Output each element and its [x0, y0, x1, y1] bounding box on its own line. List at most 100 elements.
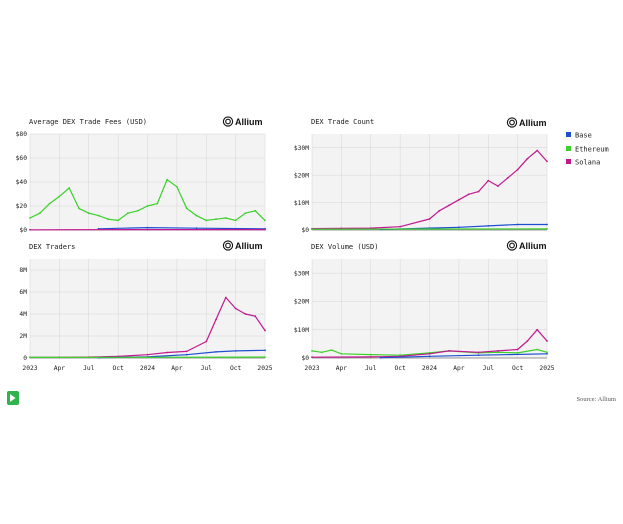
data-point-volume-solana-9	[536, 328, 539, 331]
grid-volume	[311, 259, 548, 359]
data-point-count-solana-14	[526, 157, 529, 160]
data-point-traders-solana-4	[146, 353, 149, 356]
series-line-volume-base	[380, 353, 548, 359]
legend-label-solana: Solana	[575, 159, 600, 167]
data-point-fees-ethereum-20	[224, 217, 227, 219]
x-tick-label-volume-5: Apr	[453, 365, 465, 372]
legend-swatch-solana	[566, 159, 571, 164]
data-point-fees-ethereum-2	[48, 202, 51, 205]
data-point-count-solana-12	[506, 177, 509, 179]
y-tick-label-fees-2: $40	[16, 179, 28, 186]
data-point-volume-ethereum-11	[536, 348, 539, 351]
y-tick-label-fees-0: $0	[19, 227, 27, 234]
data-point-count-ethereum-0	[311, 228, 313, 231]
grid-traders	[29, 259, 266, 359]
chart-title-traders: DEX Traders	[29, 243, 75, 251]
data-point-fees-ethereum-22	[244, 212, 247, 215]
data-point-volume-solana-3	[428, 352, 431, 355]
data-point-fees-ethereum-6	[87, 212, 90, 215]
legend-swatch-base	[566, 132, 571, 137]
data-point-count-solana-13	[516, 168, 519, 171]
data-point-fees-ethereum-19	[215, 218, 217, 221]
data-point-count-solana-5	[438, 209, 441, 212]
brand-logo-count: Allium	[506, 117, 547, 128]
x-tick-label-traders-1: Apr	[54, 365, 66, 372]
data-point-count-solana-7	[458, 198, 460, 201]
data-point-count-solana-4	[428, 218, 431, 220]
legend-swatch-ethereum	[566, 146, 571, 151]
data-point-volume-ethereum-10	[516, 352, 519, 354]
data-point-fees-ethereum-12	[146, 205, 149, 207]
legend-label-base: Base	[575, 132, 592, 140]
data-point-traders-ethereum-0	[29, 356, 31, 359]
y-tick-label-fees-4: $80	[16, 131, 28, 138]
data-point-fees-ethereum-1	[38, 212, 41, 215]
panel-volume: DEX Volume (USD) Allium $0 $10M $20M $30M 2…	[294, 240, 555, 372]
y-tick-label-traders-1: 2M	[19, 333, 27, 340]
x-tick-label-traders-3: Oct	[112, 365, 124, 372]
grid-count	[311, 134, 548, 231]
brand-name-fees: Allium	[235, 117, 263, 127]
data-point-count-base-5	[546, 223, 548, 226]
data-point-fees-ethereum-17	[195, 214, 198, 217]
data-point-fees-ethereum-8	[107, 218, 110, 221]
y-tick-label-traders-0: 0	[23, 355, 27, 362]
legend-label-ethereum: Ethereum	[575, 146, 609, 154]
data-point-fees-ethereum-24	[264, 219, 266, 222]
panel-count: DEX Trade Count Allium $0 $10M $20M $30M	[294, 117, 548, 234]
brand-logo-volume: Allium	[506, 240, 547, 251]
data-point-fees-base-1	[146, 226, 149, 229]
y-tick-label-fees-3: $60	[16, 155, 28, 162]
data-point-fees-ethereum-11	[136, 209, 139, 212]
data-point-count-solana-15	[536, 149, 539, 152]
y-tick-label-volume-0: $0	[301, 355, 309, 362]
y-tick-label-volume-3: $30M	[294, 270, 309, 277]
data-point-volume-ethereum-12	[546, 351, 548, 354]
legend-item-solana: Solana	[566, 159, 600, 167]
x-tick-label-volume-0: 2023	[304, 365, 319, 372]
data-point-fees-solana-2	[264, 228, 266, 231]
y-ticks-fees: $0 $20 $40 $60 $80	[16, 131, 28, 234]
series-lines-count	[311, 149, 548, 231]
y-tick-label-volume-2: $20M	[294, 299, 309, 306]
data-point-volume-solana-4	[448, 350, 450, 352]
data-point-count-base-4	[516, 223, 519, 226]
y-tick-label-count-0: $0	[301, 227, 309, 234]
x-tick-label-volume-1: Apr	[336, 365, 348, 372]
data-point-fees-ethereum-16	[185, 207, 188, 210]
y-tick-label-traders-2: 4M	[19, 311, 27, 318]
series-line-count-base	[380, 223, 547, 231]
data-point-volume-base-1	[428, 355, 431, 358]
data-point-traders-ethereum-2	[264, 356, 266, 358]
x-tick-label-traders-5: Apr	[171, 365, 183, 372]
data-point-traders-solana-6	[185, 350, 188, 353]
chart-title-fees: Average DEX Trade Fees (USD)	[29, 118, 147, 126]
data-point-fees-ethereum-14	[166, 178, 169, 181]
x-tick-label-traders-6: Jul	[201, 365, 213, 372]
x-tick-label-traders-7: Oct	[230, 365, 242, 372]
data-point-traders-solana-9	[224, 296, 227, 299]
y-tick-label-volume-1: $10M	[294, 327, 309, 334]
series-lines-fees	[29, 178, 266, 231]
data-point-fees-ethereum-0	[29, 217, 31, 219]
y-tick-label-traders-3: 6M	[19, 289, 27, 296]
data-point-traders-base-5	[264, 349, 266, 352]
data-point-fees-ethereum-23	[254, 209, 257, 212]
data-point-fees-ethereum-10	[127, 212, 129, 215]
brand-name-volume: Allium	[519, 241, 547, 251]
data-point-volume-solana-5	[477, 351, 480, 354]
data-point-traders-solana-7	[205, 340, 208, 343]
data-point-volume-ethereum-3	[340, 352, 343, 355]
data-point-fees-base-2	[195, 227, 198, 230]
data-point-fees-ethereum-15	[176, 185, 178, 188]
data-point-volume-solana-6	[497, 350, 499, 352]
legend-item-base: Base	[566, 132, 592, 140]
data-point-traders-solana-10	[234, 307, 237, 310]
x-ticks-volume: 2023 Apr Jul Oct 2024 Apr Jul Oct 2025	[304, 365, 554, 372]
data-point-volume-ethereum-0	[311, 350, 313, 352]
panel-fees: Average DEX Trade Fees (USD) Allium $0 $2…	[16, 116, 266, 234]
data-point-volume-solana-0	[311, 356, 313, 359]
data-point-count-base-2	[458, 226, 460, 229]
data-point-volume-solana-7	[516, 348, 519, 351]
